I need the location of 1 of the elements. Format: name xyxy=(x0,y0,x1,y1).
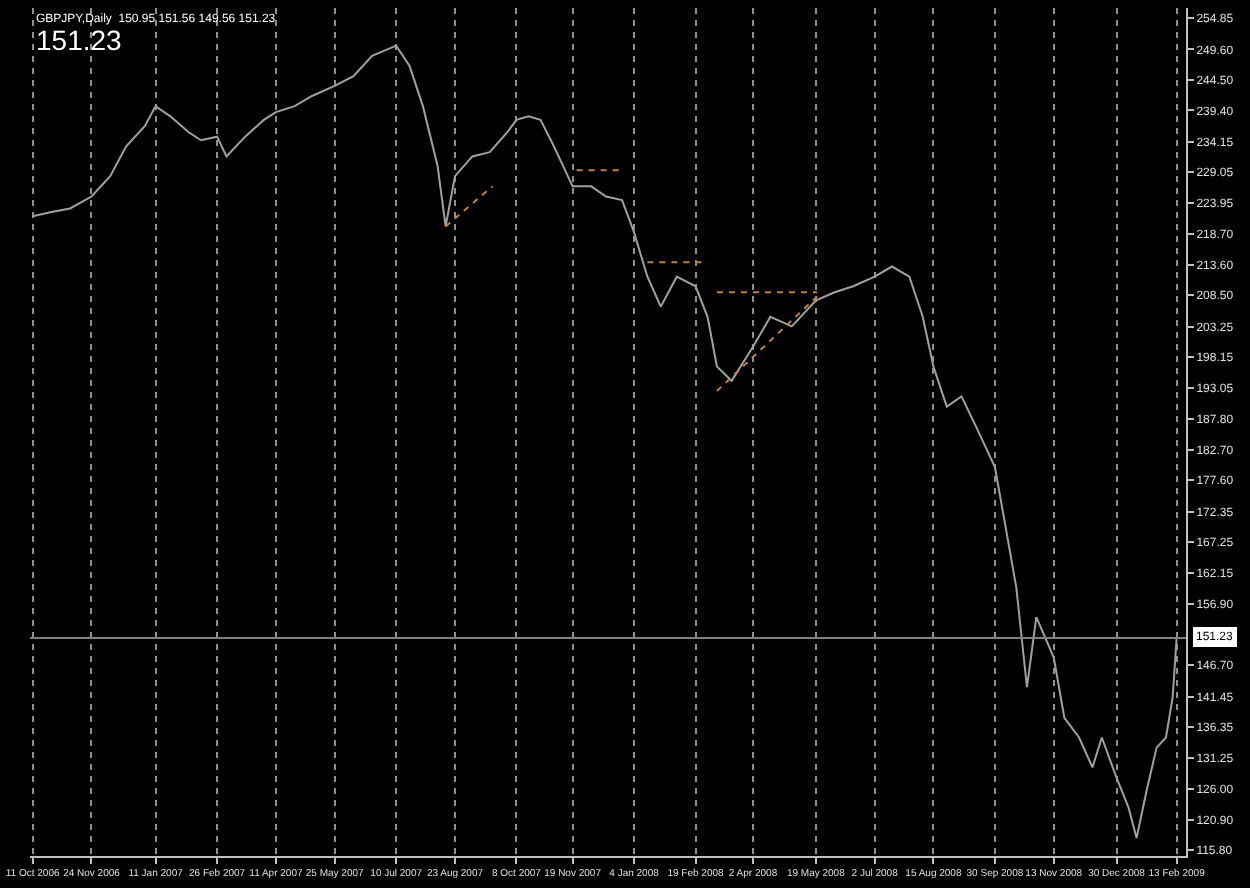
annotation: 151.23 xyxy=(36,24,123,56)
